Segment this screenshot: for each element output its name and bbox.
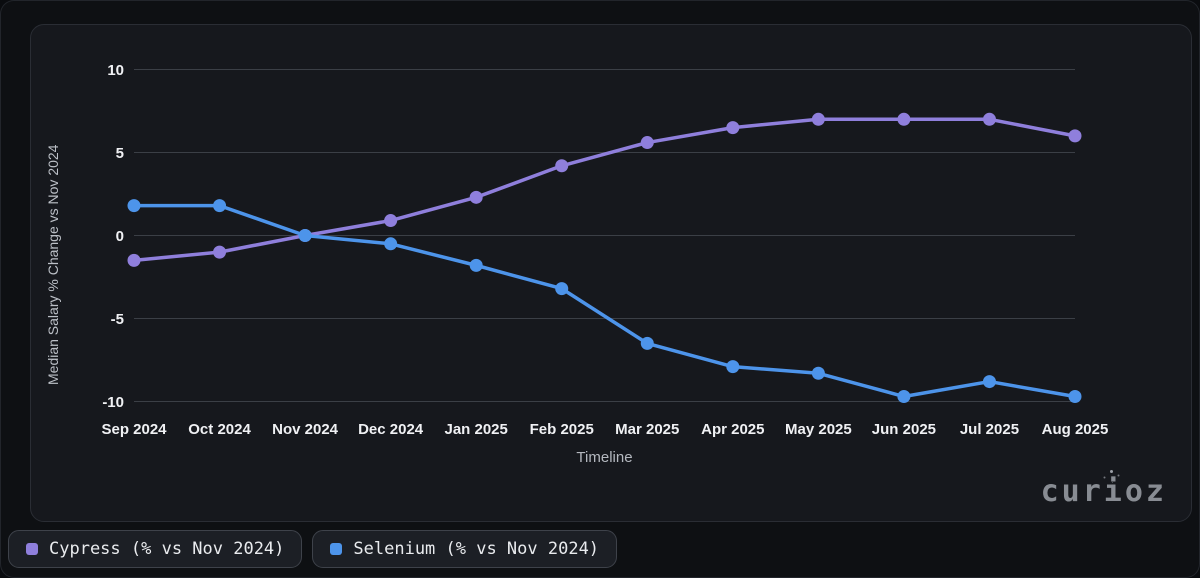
data-point [982,112,996,126]
selenium-series-swatch [330,543,343,555]
chart-card: 10 5 0 -5 -10 Sep 2024 Oct 2024 Nov 2024 Dec 202… [30,24,1192,522]
x-tick-label: Jun 2025 [872,421,936,438]
x-tick-label: Dec 2024 [358,421,424,438]
data-point [640,336,654,350]
legend: Cypress (% vs Nov 2024) Selenium (% vs N… [8,530,618,568]
y-tick-label: 10 [107,62,124,79]
x-tick-label: Jan 2025 [444,421,507,438]
sparkle-icon [1109,470,1113,473]
legend-item-selenium[interactable]: Selenium (% vs Nov 2024) [312,530,618,568]
data-point [127,253,141,267]
data-point [1068,390,1082,404]
data-point [897,390,911,404]
x-tick-label: Nov 2024 [272,421,339,438]
legend-label-selenium: Selenium (% vs Nov 2024) [353,539,600,559]
data-point [726,121,740,135]
data-point [384,214,398,228]
x-tick-label: Aug 2025 [1042,421,1109,438]
legend-item-cypress[interactable]: Cypress (% vs Nov 2024) [8,530,303,568]
x-tick-label: Sep 2024 [101,421,167,438]
data-point [213,199,227,213]
x-tick-label: Feb 2025 [530,421,594,438]
cypress-series-swatch [26,543,38,555]
x-tick-label: Mar 2025 [615,421,679,438]
x-tick-label: Oct 2024 [188,421,251,438]
data-point [298,229,312,242]
x-tick-label: May 2025 [785,421,852,438]
x-tick-label: Jul 2025 [960,421,1019,438]
data-point [555,282,569,296]
y-tick-label: 0 [116,228,124,245]
y-tick-label: -5 [111,311,124,328]
x-tick-label: Apr 2025 [701,421,764,438]
data-point [127,199,141,213]
data-point [640,136,654,150]
data-point [811,112,825,126]
data-point [811,366,825,380]
data-point [213,245,227,259]
x-axis-title: Timeline [576,449,633,466]
data-point [897,112,911,126]
series-line [132,203,1077,399]
y-tick-label: 5 [116,145,124,162]
y-axis-title: Median Salary % Change vs Nov 2024 [45,144,61,386]
line-chart: 10 5 0 -5 -10 Sep 2024 Oct 2024 Nov 2024 Dec 202… [101,62,1109,438]
y-tick-label: -10 [102,394,124,411]
series-line [132,117,1077,263]
data-point [555,159,569,173]
curioz-logo: curioz [1040,470,1167,509]
data-point [982,375,996,389]
data-point [726,360,740,374]
data-point [469,258,483,272]
data-point [1068,129,1082,143]
data-point [469,190,483,204]
legend-label-cypress: Cypress (% vs Nov 2024) [49,539,285,559]
logo-text: curioz [1040,474,1167,509]
data-point [384,237,398,251]
